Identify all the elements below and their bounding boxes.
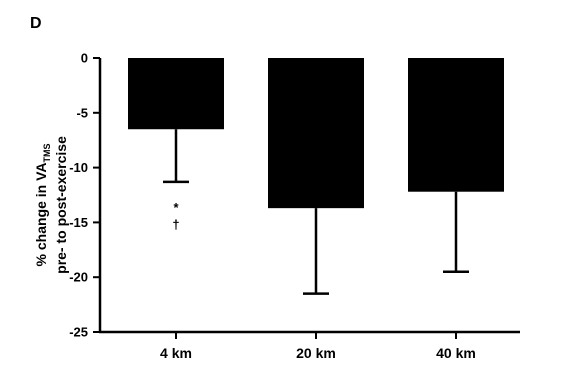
y-axis-title-line1: % change in VA <box>33 163 49 267</box>
bars <box>128 58 504 295</box>
annotations: *† <box>172 200 179 232</box>
y-tick-label: -25 <box>69 325 88 340</box>
y-tick-label: -5 <box>76 105 88 120</box>
x-axis: 4 km 20 km 40 km <box>99 330 520 361</box>
annotation-mark: * <box>173 200 179 215</box>
bar <box>268 58 364 209</box>
bar <box>408 58 504 192</box>
y-axis: 0 -5 -10 -15 -20 -25 <box>69 51 102 340</box>
y-axis-title: % change in VATMS pre- to post-exercise <box>33 136 69 274</box>
bar <box>128 58 224 130</box>
svg-text:% change in VATMS: % change in VATMS <box>33 144 52 267</box>
x-tick-label: 20 km <box>296 345 336 361</box>
y-tick-label: -10 <box>69 160 88 175</box>
panel-label: D <box>30 15 42 32</box>
y-axis-title-subscript: TMS <box>42 144 52 163</box>
y-tick-label: 0 <box>81 51 88 66</box>
x-tick-label: 40 km <box>436 345 476 361</box>
y-tick-label: -15 <box>69 215 88 230</box>
y-axis-title-line2: pre- to post-exercise <box>53 136 69 274</box>
y-tick-label: -20 <box>69 270 88 285</box>
x-tick-label: 4 km <box>160 345 192 361</box>
annotation-mark: † <box>172 217 179 232</box>
